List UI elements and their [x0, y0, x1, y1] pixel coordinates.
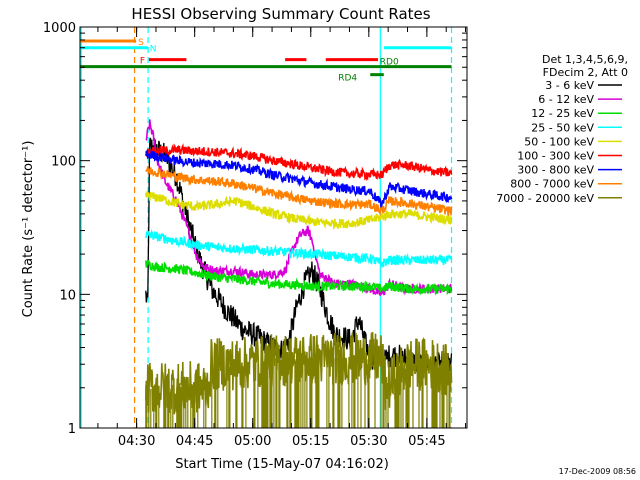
- legend-label-2: 12 - 25 keV: [531, 107, 594, 120]
- y-axis-label: Count Rate (s⁻¹ detector⁻¹): [21, 141, 36, 318]
- y-tick-label: 10: [59, 288, 76, 303]
- legend-label-8: 7000 - 20000 keV: [496, 192, 594, 205]
- annotation-label-10: F: [140, 57, 145, 67]
- series-line-2: [145, 259, 453, 296]
- annotation-label-8: RD0: [380, 58, 399, 68]
- plot-frame: [79, 26, 468, 429]
- x-tick-label: 05:45: [408, 434, 445, 449]
- annotation-label-6: N: [150, 45, 157, 55]
- series-line-4: [145, 190, 453, 231]
- legend-header-0: Det 1,3,4,5,6,9,: [542, 53, 628, 66]
- series-line-6: [145, 149, 453, 210]
- x-tick-label: 05:30: [350, 434, 387, 449]
- annotation-label-5: S: [138, 38, 144, 48]
- footer-date: 17-Dec-2009 08:56: [559, 467, 636, 476]
- y-tick-label: 1: [68, 422, 76, 437]
- legend-label-7: 800 - 7000 keV: [510, 178, 594, 191]
- legend-label-3: 25 - 50 keV: [531, 121, 594, 134]
- legend-label-1: 6 - 12 keV: [538, 93, 594, 106]
- chart-title: HESSI Observing Summary Count Rates: [131, 5, 430, 23]
- legend-label-0: 3 - 6 keV: [545, 79, 594, 92]
- series-line-5: [145, 143, 453, 182]
- x-tick-label: 04:45: [176, 434, 213, 449]
- series-line-3: [145, 229, 453, 269]
- y-tick-label: 1000: [43, 21, 76, 36]
- series-fill-8: [145, 356, 451, 428]
- legend-label-4: 50 - 100 keV: [524, 135, 594, 148]
- x-tick-label: 05:00: [234, 434, 271, 449]
- x-tick-label: 04:30: [118, 434, 155, 449]
- series-line-8: [145, 331, 453, 415]
- y-tick-label: 100: [51, 155, 76, 170]
- legend-label-5: 100 - 300 keV: [517, 150, 594, 163]
- legend-header-1: FDecim 2, Att 0: [543, 66, 628, 79]
- annotation-label-9: RD4: [338, 74, 357, 84]
- series-line-7: [145, 166, 453, 217]
- x-axis-label: Start Time (15-May-07 04:16:02): [175, 457, 389, 472]
- x-tick-label: 05:15: [292, 434, 329, 449]
- legend-label-6: 300 - 800 keV: [517, 164, 594, 177]
